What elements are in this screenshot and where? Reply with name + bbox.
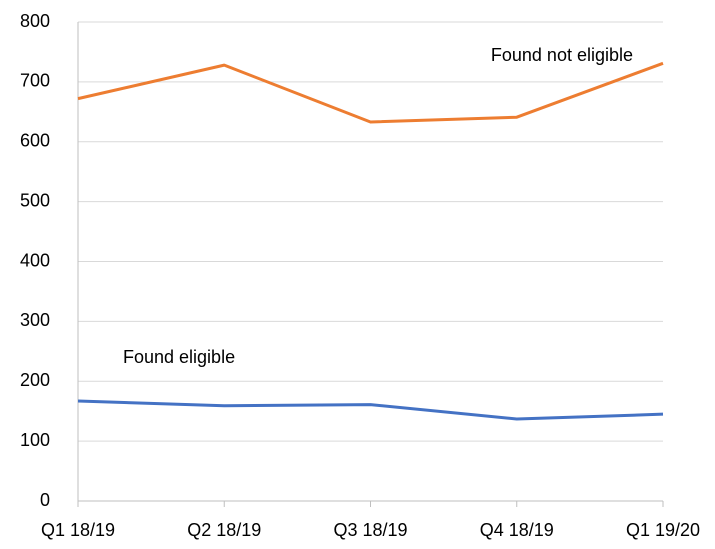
- x-tick-label: Q1 19/20: [626, 520, 700, 540]
- series-label: Found not eligible: [491, 45, 633, 65]
- y-tick-label: 200: [20, 370, 50, 390]
- series-label: Found eligible: [123, 347, 235, 367]
- series-line: [77, 61, 664, 124]
- x-tick-label: Q4 18/19: [480, 520, 554, 540]
- y-tick-label: 600: [20, 131, 50, 151]
- y-tick-label: 700: [20, 71, 50, 91]
- series-line: [77, 399, 664, 421]
- y-tick-label: 400: [20, 250, 50, 270]
- x-tick-label: Q3 18/19: [333, 520, 407, 540]
- y-tick-label: 500: [20, 190, 50, 210]
- y-tick-label: 300: [20, 310, 50, 330]
- y-tick-label: 0: [40, 490, 50, 510]
- x-tick-label: Q1 18/19: [41, 520, 115, 540]
- y-tick-label: 100: [20, 430, 50, 450]
- y-tick-label: 800: [20, 11, 50, 31]
- x-tick-label: Q2 18/19: [187, 520, 261, 540]
